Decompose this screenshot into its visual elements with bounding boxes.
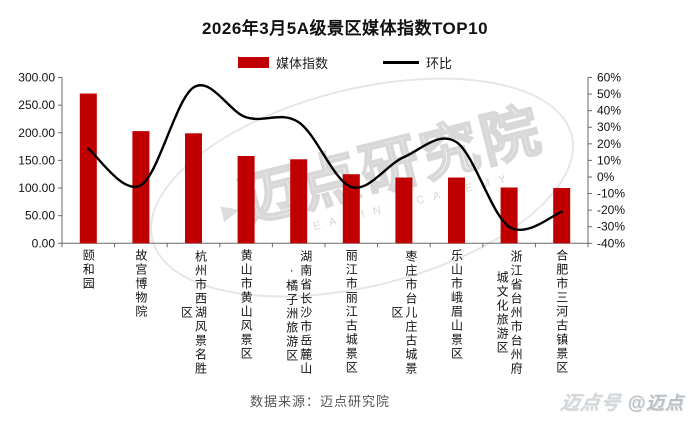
data-source: 数据来源：迈点研究院: [249, 394, 391, 409]
chart-title: 2026年3月5A级景区媒体指数TOP10: [201, 19, 489, 38]
x-axis-label: 颐和园: [81, 249, 96, 291]
bar-媒体指数: [290, 159, 308, 244]
y2-axis-tick-label: -40%: [597, 236, 625, 250]
x-axis-label: 合肥市三河古镇景区: [554, 249, 569, 375]
y2-axis-tick-label: 20%: [597, 137, 621, 151]
bar-媒体指数: [500, 187, 518, 244]
brand-logo: 迈点号 @迈点: [559, 388, 684, 415]
y2-axis-tick-label: 0%: [597, 170, 615, 184]
y-axis-tick-label: 150.00: [18, 153, 55, 167]
bar-媒体指数: [79, 93, 97, 244]
y2-axis-tick-label: 10%: [597, 153, 621, 167]
bar-媒体指数: [395, 177, 413, 244]
legend: 媒体指数 环比: [0, 53, 690, 72]
x-axis-label: 杭州市西湖风景名胜区: [179, 250, 208, 376]
y2-axis-tick-label: -20%: [597, 203, 625, 217]
legend-label-media-index: 媒体指数: [275, 56, 328, 71]
y-axis-tick-label: 300.00: [18, 71, 55, 85]
x-axis-label: 丽江市丽江古城景区: [344, 249, 359, 375]
bar-媒体指数: [448, 177, 465, 244]
line-环比: [87, 84, 563, 232]
x-axis-label: 故宫博物院: [133, 249, 148, 319]
legend-label-mom: 环比: [426, 56, 453, 71]
y2-axis-tick-label: 40%: [597, 104, 621, 118]
y2-axis-tick-label: 30%: [597, 120, 621, 134]
x-axis-label: 枣庄市台儿庄古城景区: [389, 250, 418, 376]
watermark-subtext: MEADIN ACADEMY: [294, 171, 517, 238]
brand-handle-text: @迈点: [627, 393, 684, 413]
watermark-text: 迈点研究院: [232, 96, 551, 236]
x-axis-label: 湖南省长沙市岳麓山·橘子洲旅游区: [284, 250, 313, 376]
y-axis-tick-label: 200.00: [18, 126, 55, 140]
bar-媒体指数: [237, 155, 255, 244]
legend-item-media-index: 媒体指数: [237, 53, 328, 72]
bar-媒体指数: [132, 131, 150, 244]
y2-axis-tick-label: 60%: [597, 71, 621, 85]
x-axis-label: 黄山市黄山风景区: [239, 249, 254, 361]
brand-logo-text: 迈点号: [559, 393, 623, 414]
bar-媒体指数: [553, 188, 571, 244]
legend-item-mom: 环比: [383, 53, 452, 72]
x-axis-label: 浙江省台州市台州府城文化旅游区: [495, 250, 524, 376]
y-axis-tick-label: 250.00: [18, 98, 55, 112]
watermark-ellipse: [127, 38, 597, 337]
y-axis-tick-label: 50.00: [25, 209, 55, 223]
y2-axis-tick-label: 50%: [597, 87, 621, 101]
y-axis-tick-label: 0.00: [32, 236, 56, 250]
x-axis-label: 乐山市峨眉山景区: [449, 249, 464, 361]
bar-series-swatch: [237, 57, 269, 68]
y-axis-tick-label: 100.00: [18, 181, 55, 195]
y2-axis-tick-label: -30%: [597, 220, 625, 234]
line-series-swatch: [383, 61, 419, 64]
bar-媒体指数: [185, 133, 202, 244]
y2-axis-tick-label: -10%: [597, 187, 625, 201]
watermark-logo-icon: [220, 202, 242, 222]
bar-媒体指数: [342, 174, 360, 244]
